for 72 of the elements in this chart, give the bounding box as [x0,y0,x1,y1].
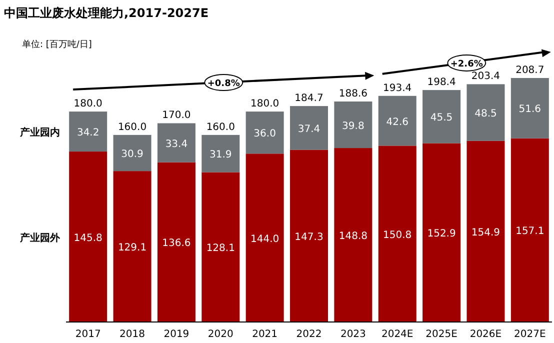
total-label: 180.0 [250,98,280,110]
data-label: 129.1 [118,242,147,254]
total-label: 208.7 [516,65,544,76]
total-label: 160.0 [118,122,147,133]
bar [510,78,549,138]
bar [334,148,372,322]
text: 单位: [百万吨/日] [22,39,92,50]
data-label: 145.8 [74,232,102,244]
bar [334,102,372,148]
annotation: +0.8% [207,79,240,90]
data-label: 31.9 [210,150,232,161]
bar [466,140,505,322]
x-tick-label: 2027E [514,329,546,340]
total-label: 203.4 [471,71,500,82]
bar [202,172,240,322]
bar [69,112,108,152]
total-label: 180.0 [74,98,102,110]
total-label: 160.0 [206,122,235,133]
series-label: 产业园内 [19,126,60,139]
bar [246,112,284,154]
bar [157,123,196,162]
total-label: 188.6 [338,88,368,100]
bar [466,84,505,141]
text: +2.6% [450,59,483,70]
bar [69,152,108,322]
x-tick-label: 2020 [208,329,234,340]
x-tick-label: 2026E [470,329,502,340]
x-tick-label: 2023 [340,329,366,340]
total-label: 184.7 [294,93,324,104]
bar [510,138,549,322]
data-label: 36.0 [254,128,276,140]
bar [157,162,196,322]
x-tick-label: 2019 [164,329,190,340]
data-label: 45.5 [430,112,453,124]
series-label: 产业园外 [19,232,61,244]
data-label: 147.3 [294,232,324,243]
data-label: 37.4 [298,124,320,135]
data-label: 150.8 [383,230,412,241]
data-label: 48.5 [474,108,497,120]
data-label: 51.6 [518,104,542,116]
total-label: 170.0 [162,110,191,122]
data-label: 30.9 [121,149,144,160]
bar [422,90,461,144]
data-label: 148.8 [338,231,368,242]
x-tick-label: 2021 [252,329,278,340]
data-label: 34.2 [76,128,100,139]
total-label: 193.4 [383,82,412,94]
data-label: 136.6 [162,238,191,250]
data-label: 154.9 [471,227,500,238]
x-tick-label: 2022 [296,329,322,340]
data-label: 144.0 [250,234,280,245]
bar [113,134,152,172]
x-tick-label: 2025E [426,329,458,340]
x-tick-label: 2017 [75,329,101,340]
bar [290,150,328,322]
data-label: 157.1 [516,226,544,238]
data-label: 42.6 [386,116,408,128]
bar [202,134,240,172]
bar [113,171,152,322]
bar [246,154,284,322]
bar [422,143,461,322]
bar [378,146,416,322]
data-label: 152.9 [427,228,456,240]
chart-title: 中国工业废水处理能力,2017-2027E [4,6,209,20]
total-label: 198.4 [427,77,456,88]
x-tick-label: 2018 [120,329,145,340]
data-label: 33.4 [165,138,188,150]
data-label: 39.8 [342,120,364,132]
x-tick-label: 2024E [381,329,414,340]
bar [378,96,416,146]
data-label: 128.1 [206,243,235,254]
bar [290,106,328,150]
